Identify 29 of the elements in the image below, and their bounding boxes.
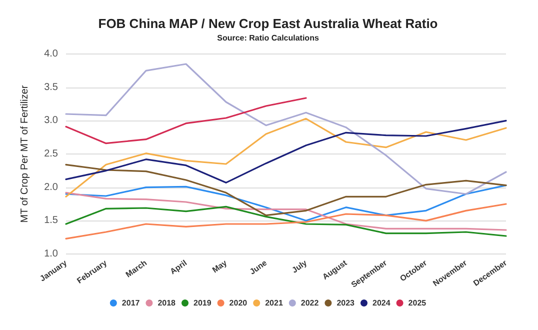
legend-label: 2020 <box>229 298 248 308</box>
chart-title: FOB China MAP / New Crop East Australia Wheat Ratio <box>98 16 438 31</box>
legend-label: 2023 <box>336 298 356 308</box>
y-tick-label: 3.0 <box>44 115 58 126</box>
legend-label: 2017 <box>122 298 140 308</box>
line-series <box>65 184 507 222</box>
legend-label: 2019 <box>194 298 212 308</box>
y-tick-label: 1.0 <box>44 248 58 260</box>
chart-subtitle: Source: Ratio Calculations <box>217 34 320 42</box>
line-series <box>65 97 307 144</box>
line-series <box>65 164 507 216</box>
line-series <box>65 63 507 195</box>
legend-label: 2022 <box>300 298 320 308</box>
x-tick-label: July <box>290 258 310 275</box>
y-axis-title: MT of Crop Per MT of Fertilizer <box>20 84 30 223</box>
legend-label: 2025 <box>408 298 427 308</box>
y-tick-label: 1.5 <box>44 215 58 226</box>
x-tick-label: June <box>248 258 270 276</box>
line-series <box>65 120 507 184</box>
y-tick-label: 3.5 <box>44 82 58 93</box>
x-tick-label: May <box>210 258 230 275</box>
legend-label: 2024 <box>372 298 391 308</box>
legend-label: 2018 <box>158 298 176 308</box>
legend-label: 2021 <box>265 298 284 308</box>
y-tick-label: 2.5 <box>44 148 58 160</box>
y-tick-label: 2.0 <box>44 182 58 193</box>
line-series <box>65 118 507 198</box>
y-tick-label: 4.0 <box>44 48 58 60</box>
line-series <box>65 192 507 231</box>
